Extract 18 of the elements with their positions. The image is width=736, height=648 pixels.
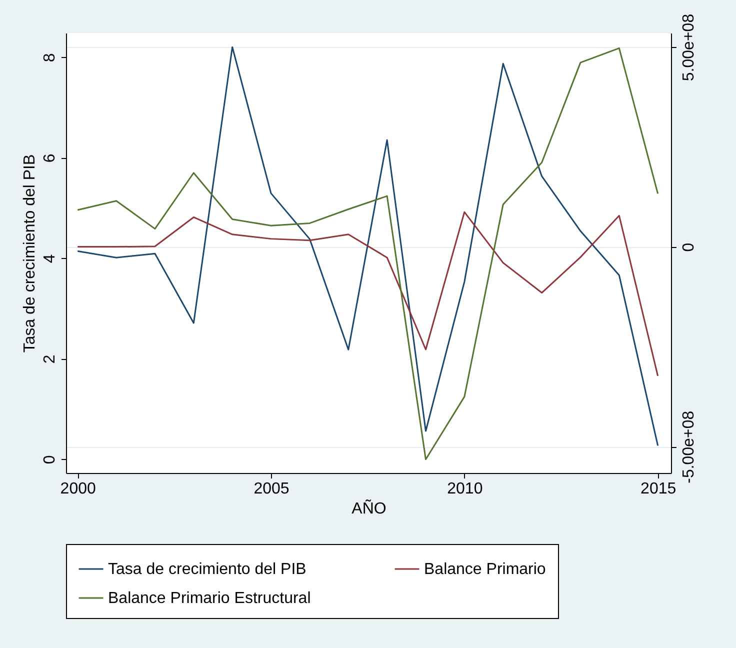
x-tick-label: 2015: [640, 480, 676, 498]
y-tick-label: 2: [42, 354, 58, 364]
legend-label: Tasa de crecimiento del PIB: [108, 561, 306, 578]
y-tick-label: 0: [42, 455, 58, 464]
y-tick-label: 6: [42, 154, 58, 163]
x-tick-label: 2010: [447, 480, 483, 498]
legend-label: Balance Primario: [424, 561, 546, 578]
y-tick-label: 8: [42, 53, 58, 62]
legend-label: Balance Primario Estructural: [108, 590, 311, 607]
y-axis-title: Tasa de crecimiento del PIB: [22, 154, 38, 353]
y2-tick-label: 5.00e+08: [680, 14, 698, 82]
x-axis-title: AÑO: [352, 498, 386, 518]
y2-tick-label: 0: [680, 242, 698, 252]
x-tick-label: 2005: [254, 480, 290, 498]
x-tick-label: 2000: [60, 480, 96, 498]
y2-tick-label: -5.00e+08: [680, 410, 698, 484]
line-series: [76, 211, 659, 377]
y-tick-label: 4: [42, 254, 58, 264]
